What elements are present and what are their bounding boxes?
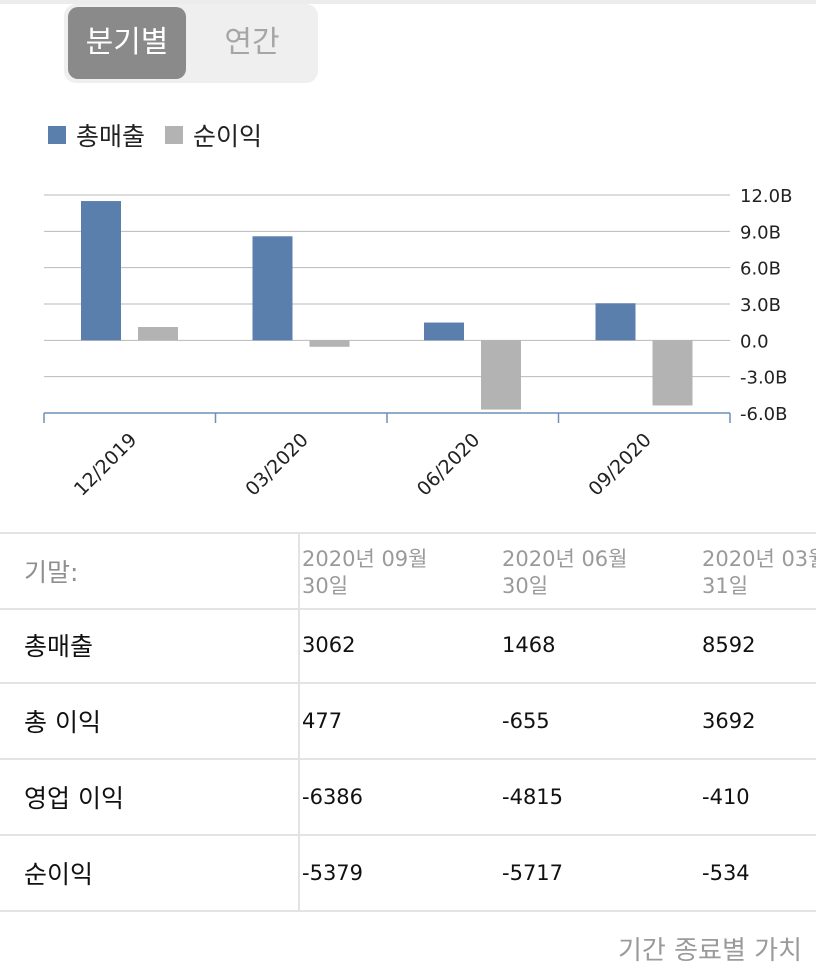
table-cell: 8592 (702, 633, 756, 657)
row-label-cell: 총매출 (0, 608, 300, 682)
table-cell: 3062 (302, 633, 356, 657)
period-end-label: 기말: (24, 558, 79, 587)
table-cell: 3692 (702, 709, 756, 733)
column-header-2-line1: 2020년 06월 (502, 547, 628, 571)
table-row-gross-profit: 총 이익 477 -655 3692 (0, 684, 816, 760)
table-cell: -5379 (302, 861, 364, 885)
bar-net-income (481, 340, 521, 410)
table-cell: -655 (502, 709, 550, 733)
header-label-cell: 기말: (0, 534, 300, 608)
chart-legend: 총매출 순이익 (48, 118, 282, 152)
annual-tab[interactable]: 연간 (224, 25, 280, 60)
legend-item-net-income: 순이익 (165, 117, 262, 153)
y-tick-label: 12.0B (740, 186, 792, 207)
y-tick-label: -3.0B (740, 368, 787, 389)
y-tick-label: 6.0B (740, 259, 781, 280)
bar-revenue (81, 201, 121, 341)
table-cell: -6386 (302, 785, 364, 809)
footer-note: 기간 종료별 가치 (618, 936, 802, 966)
row-label: 순이익 (24, 860, 94, 889)
x-tick-label: 06/2020 (413, 429, 484, 500)
column-header-1: 2020년 09월 30일 (302, 546, 427, 600)
x-tick-label: 03/2020 (241, 429, 312, 500)
bar-net-income (138, 327, 178, 341)
table-header-row: 기말: 2020년 09월 30일 2020년 06월 30일 2020년 03… (0, 532, 816, 610)
table-row-net-income: 순이익 -5379 -5717 -534 (0, 836, 816, 912)
column-header-2: 2020년 06월 30일 (502, 546, 627, 600)
bar-net-income (309, 340, 350, 347)
period-toggle: 분기별 연간 (64, 4, 318, 83)
column-header-1-line1: 2020년 09월 (302, 547, 428, 571)
bar-chart: 12.0B 9.0B 6.0B 3.0B 0.0 -3.0B -6.0B 12/2019 03/… (43, 186, 792, 500)
column-header-3-line1: 2020년 03월 (702, 547, 816, 571)
table-cell: 1468 (502, 633, 556, 657)
table-row-operating-income: 영업 이익 -6386 -4815 -410 (0, 760, 816, 836)
legend-label-net-income: 순이익 (193, 122, 263, 151)
column-header-2-line2: 30일 (502, 574, 549, 598)
table-row-revenue: 총매출 3062 1468 8592 (0, 608, 816, 684)
table-cell: 477 (302, 709, 343, 733)
bar-revenue (424, 322, 464, 341)
y-tick-label: 0.0 (740, 331, 769, 352)
x-tick-label: 12/2019 (70, 429, 141, 500)
table-cell: -4815 (502, 785, 564, 809)
table-cell: -534 (702, 861, 750, 885)
x-tick-label: 09/2020 (584, 429, 655, 500)
y-tick-label: 3.0B (740, 295, 781, 316)
top-divider (0, 0, 816, 4)
row-label: 영업 이익 (24, 784, 124, 813)
bar-net-income (652, 340, 693, 406)
table-cell: -5717 (502, 861, 564, 885)
row-label-cell: 영업 이익 (0, 760, 300, 834)
column-header-1-line2: 30일 (302, 574, 349, 598)
bar-revenue (595, 303, 636, 341)
y-tick-label: 9.0B (740, 222, 781, 243)
row-label: 총매출 (24, 632, 94, 661)
quarterly-tab[interactable]: 분기별 (68, 7, 186, 79)
row-label-cell: 순이익 (0, 836, 300, 910)
column-header-3: 2020년 03월 31일 (702, 546, 816, 600)
legend-item-revenue: 총매출 (48, 117, 145, 153)
y-tick-label: -6.0B (740, 404, 787, 425)
column-header-3-line2: 31일 (702, 574, 749, 598)
table-cell: -410 (702, 785, 750, 809)
row-label-cell: 총 이익 (0, 684, 300, 758)
bar-revenue (252, 236, 293, 341)
legend-label-revenue: 총매출 (76, 122, 146, 151)
row-label: 총 이익 (24, 708, 101, 737)
legend-swatch-revenue (48, 126, 66, 144)
legend-swatch-net-income (165, 126, 184, 144)
